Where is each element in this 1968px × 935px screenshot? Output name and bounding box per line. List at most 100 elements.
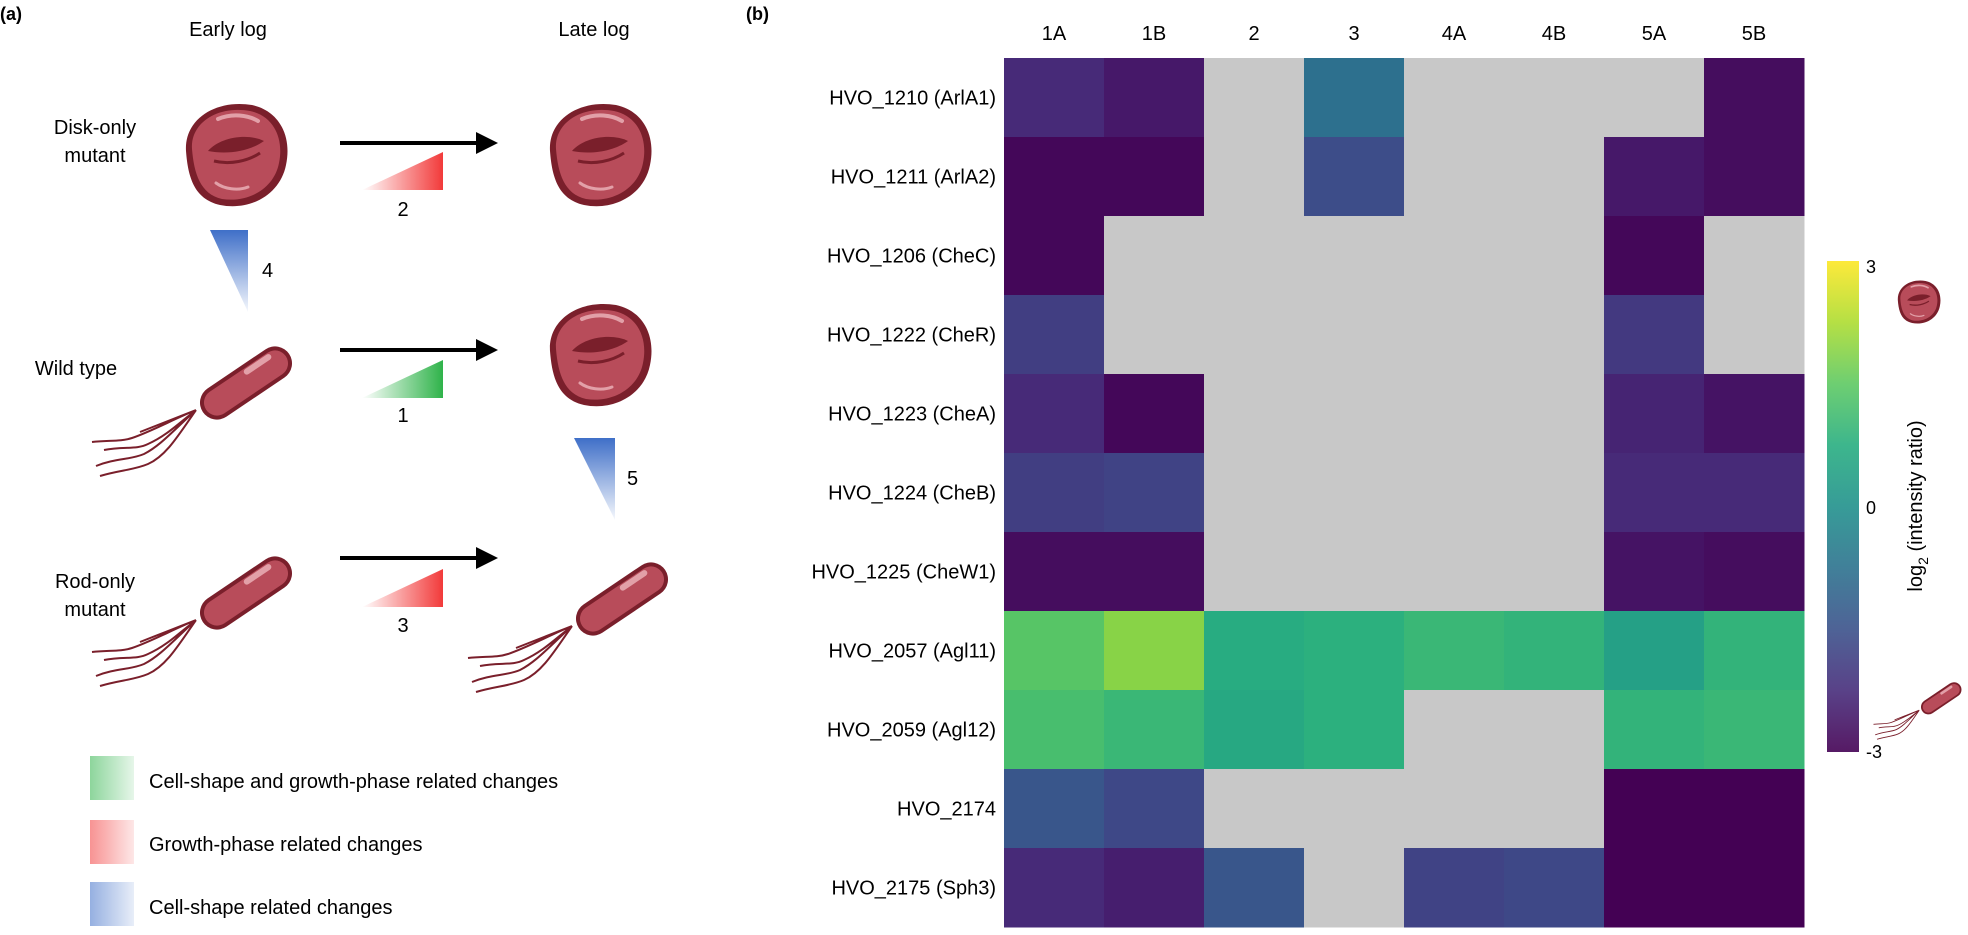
heatmap-cell [1404, 848, 1505, 928]
heatmap-cell-missing [1704, 295, 1805, 375]
colorbar-tick-max: 3 [1866, 257, 1876, 277]
heatmap-cell [1104, 137, 1205, 217]
heatmap-cell-missing [1204, 216, 1305, 296]
rod-cell-icon-rod-late [467, 554, 676, 693]
heatmap-cell-missing [1204, 374, 1305, 454]
comparison-2-number: 2 [397, 199, 408, 221]
heatmap-cell [1604, 532, 1705, 612]
col-early-header: Early log [189, 19, 267, 41]
disk-cell-icon-early [183, 101, 290, 209]
heatmap-cell-missing [1504, 137, 1605, 217]
comparison-3-wedge [362, 569, 443, 607]
heatmap-cell [1004, 374, 1105, 454]
heatmap-cell [1304, 137, 1405, 217]
heatmap-cell-missing [1504, 374, 1605, 454]
heatmap-cell [1104, 532, 1205, 612]
disk-cell-icon-late-disk [547, 101, 654, 209]
legend-swatch-green [90, 756, 134, 800]
column-label: 2 [1248, 23, 1259, 45]
comparison-4-number: 4 [262, 260, 273, 282]
heatmap-cell-missing [1204, 769, 1305, 849]
heatmap-cell [1004, 848, 1105, 928]
comparison-1-number: 1 [397, 405, 408, 427]
heatmap-cell [1704, 137, 1805, 217]
column-label: 1A [1042, 23, 1067, 45]
column-label: 1B [1142, 23, 1166, 45]
heatmap-cell [1704, 374, 1805, 454]
heatmap-cell-missing [1404, 769, 1505, 849]
heatmap-cell [1504, 611, 1605, 691]
heatmap-cell [1604, 216, 1705, 296]
heatmap-cell [1004, 58, 1105, 138]
heatmap-cell-missing [1504, 532, 1605, 612]
heatmap-cell [1304, 690, 1405, 770]
heatmap-cell [1004, 216, 1105, 296]
comparison-3-number: 3 [397, 615, 408, 637]
comparison-5-wedge [574, 438, 615, 520]
comparison-5-number: 5 [627, 468, 638, 490]
heatmap-cell-missing [1304, 374, 1405, 454]
arrow-rod [340, 547, 498, 569]
row-label: HVO_1206 (CheC) [827, 246, 996, 268]
heatmap-cell-missing [1204, 137, 1305, 217]
panel-b: (b) 1A 1B 2 3 4A 4B 5A 5B HVO_1210 (ArlA1) HVO_12… [746, 4, 1965, 928]
heatmap-cell-missing [1504, 769, 1605, 849]
rod-cell-icon-wild-early [91, 338, 300, 477]
column-label: 4B [1542, 23, 1566, 45]
heatmap-cell [1304, 611, 1405, 691]
row-wild-label: Wild type [35, 358, 117, 380]
row-label: HVO_1223 (CheA) [828, 404, 996, 426]
comparison-1-wedge [362, 360, 443, 398]
heatmap-cell [1104, 848, 1205, 928]
heatmap-cell-missing [1104, 216, 1205, 296]
heatmap-cell [1704, 532, 1805, 612]
heatmap-cell [1604, 848, 1705, 928]
heatmap-cell [1504, 848, 1605, 928]
heatmap-cell-missing [1204, 453, 1305, 533]
heatmap-cell [1604, 453, 1705, 533]
disk-cell-icon-late-wild [547, 301, 654, 409]
heatmap-cell-missing [1304, 453, 1405, 533]
legend-label-red: Growth-phase related changes [149, 834, 423, 856]
heatmap-cell [1604, 295, 1705, 375]
heatmap-cell-missing [1504, 216, 1605, 296]
colorbar-tick-min: -3 [1866, 742, 1882, 762]
heatmap-cell-missing [1404, 137, 1505, 217]
row-label: HVO_1211 (ArlA2) [831, 167, 996, 189]
heatmap-cell [1004, 769, 1105, 849]
heatmap-cell-missing [1304, 295, 1405, 375]
heatmap-cell [1004, 137, 1105, 217]
row-label: HVO_2174 [897, 799, 996, 821]
heatmap-cell-missing [1404, 216, 1505, 296]
heatmap-cell-missing [1304, 532, 1405, 612]
legend-swatch-blue [90, 882, 134, 926]
heatmap-cell [1704, 58, 1805, 138]
legend-label-green: Cell-shape and growth-phase related chan… [149, 771, 558, 793]
row-label: HVO_1210 (ArlA1) [829, 88, 996, 110]
heatmap-cell-missing [1204, 295, 1305, 375]
row-label: HVO_2057 (Agl11) [829, 641, 997, 663]
panel-a: (a) Early log Late log Disk-only mutant … [0, 4, 676, 926]
heatmap-cell [1604, 611, 1705, 691]
colorbar-label: log2 (intensity ratio) [1905, 420, 1931, 591]
comparison-4-wedge [210, 230, 248, 312]
heatmap-cell [1704, 769, 1805, 849]
heatmap-cell [1104, 611, 1205, 691]
column-label: 4A [1442, 23, 1467, 45]
heatmap-cell-missing [1704, 216, 1805, 296]
heatmap-cell-missing [1304, 216, 1405, 296]
row-label: HVO_2059 (Agl12) [827, 720, 996, 742]
heatmap-cell-missing [1504, 295, 1605, 375]
heatmap-cell [1304, 58, 1405, 138]
heatmap-cell [1104, 769, 1205, 849]
heatmap: 1A 1B 2 3 4A 4B 5A 5B HVO_1210 (ArlA1) HVO_1211 (… [811, 23, 1805, 928]
heatmap-cell-missing [1504, 453, 1605, 533]
heatmap-cell [1004, 532, 1105, 612]
heatmap-cell [1104, 453, 1205, 533]
colorbar-rod-icon [1873, 678, 1965, 740]
heatmap-cell-missing [1404, 690, 1505, 770]
row-disk-label-2: mutant [64, 145, 126, 167]
heatmap-cell [1104, 374, 1205, 454]
heatmap-cell [1004, 690, 1105, 770]
heatmap-cell [1704, 848, 1805, 928]
